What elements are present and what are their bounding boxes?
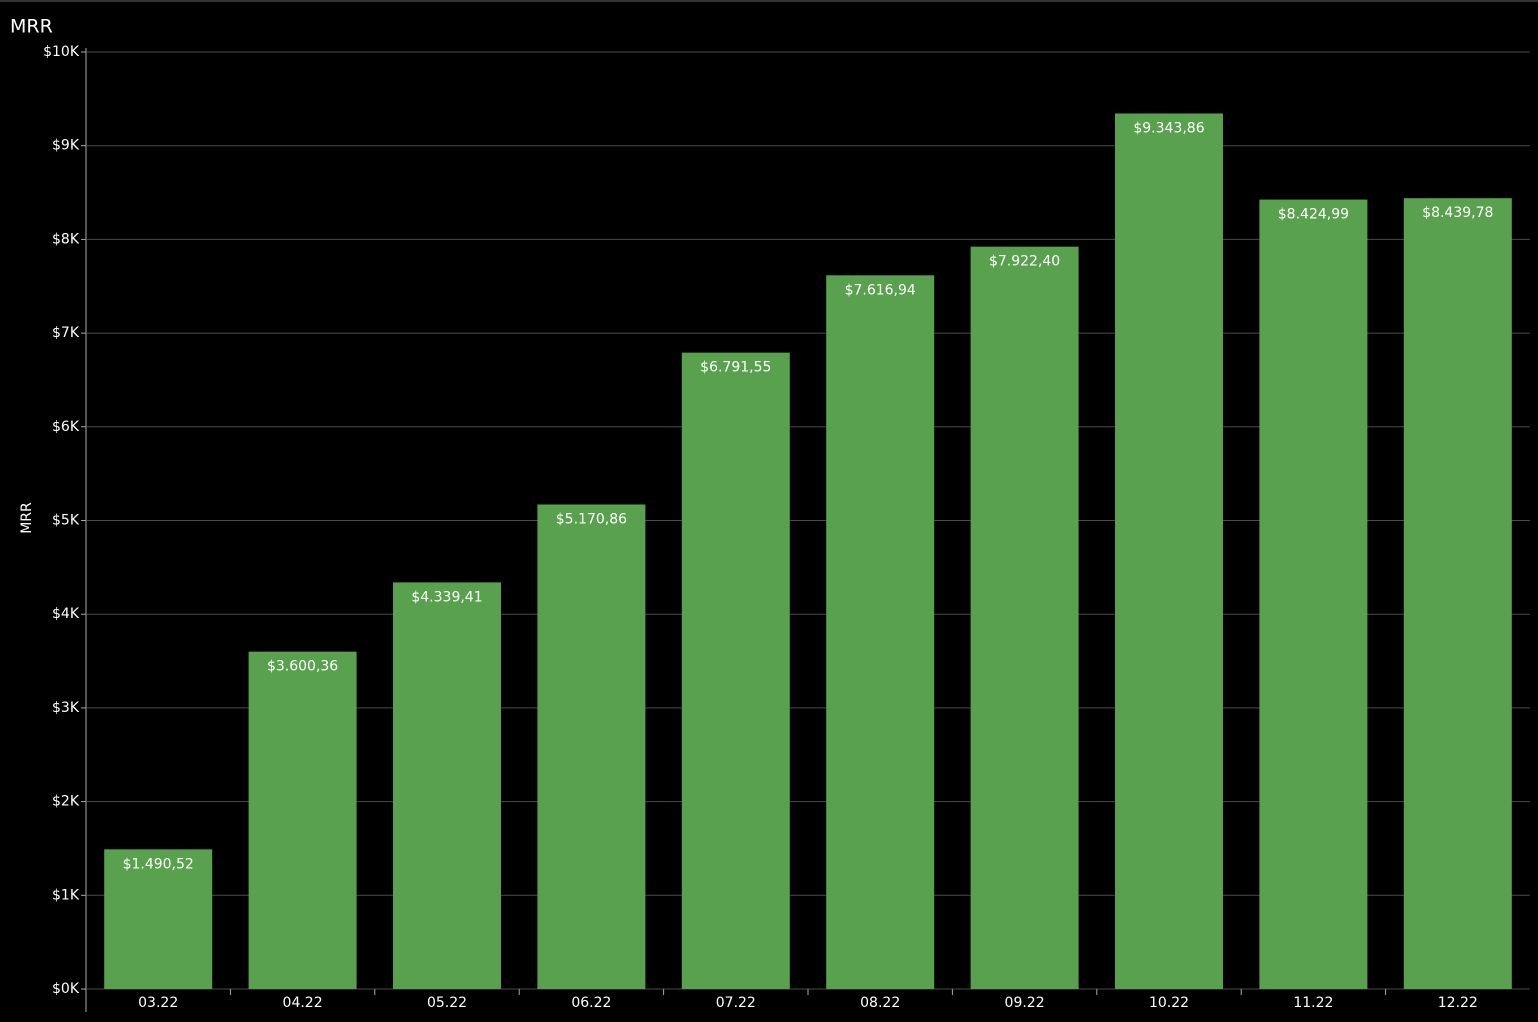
- x-tick-label: 06.22: [571, 995, 611, 1011]
- x-tick-label: 12.22: [1438, 995, 1478, 1011]
- y-tick-label: $3K: [52, 700, 80, 716]
- y-tick-label: $4K: [52, 606, 80, 622]
- value-label: $3.600,36: [267, 659, 338, 675]
- x-tick-label: 07.22: [716, 995, 756, 1011]
- bar: [104, 849, 213, 989]
- chart-title: MRR: [10, 16, 53, 38]
- y-axis-label: MRR: [19, 502, 35, 534]
- x-tick-label: 03.22: [138, 995, 178, 1011]
- value-label: $1.490,52: [123, 856, 194, 872]
- value-label: $8.439,78: [1422, 205, 1493, 221]
- y-tick-label: $0K: [52, 981, 80, 997]
- y-tick-label: $9K: [52, 138, 80, 154]
- bar: [248, 651, 357, 989]
- value-label: $4.339,41: [411, 589, 482, 605]
- y-tick-label: $6K: [52, 419, 80, 435]
- value-label: $7.616,94: [845, 282, 916, 298]
- bar: [681, 352, 790, 989]
- x-tick-label: 05.22: [427, 995, 467, 1011]
- y-tick-label: $1K: [52, 887, 80, 903]
- value-label: $6.791,55: [700, 360, 771, 376]
- value-label: $8.424,99: [1278, 207, 1349, 223]
- y-tick-label: $2K: [52, 794, 80, 810]
- y-tick-label: $7K: [52, 325, 80, 341]
- bar: [537, 504, 646, 989]
- bar: [826, 275, 935, 989]
- y-tick-label: $5K: [52, 513, 80, 529]
- x-tick-label: 04.22: [283, 995, 323, 1011]
- bar: [393, 582, 501, 989]
- x-tick-label: 11.22: [1293, 995, 1333, 1011]
- y-tick-label: $10K: [43, 44, 80, 60]
- bar: [1403, 198, 1512, 989]
- value-label: $9.343,86: [1133, 120, 1204, 136]
- x-tick-label: 09.22: [1005, 995, 1045, 1011]
- x-tick-label: 10.22: [1149, 995, 1189, 1011]
- bar: [1115, 113, 1223, 989]
- value-label: $7.922,40: [989, 254, 1060, 270]
- bar: [970, 246, 1079, 989]
- y-tick-label: $8K: [52, 231, 80, 247]
- x-tick-label: 08.22: [860, 995, 900, 1011]
- value-label: $5.170,86: [556, 511, 627, 527]
- bar: [1259, 199, 1368, 989]
